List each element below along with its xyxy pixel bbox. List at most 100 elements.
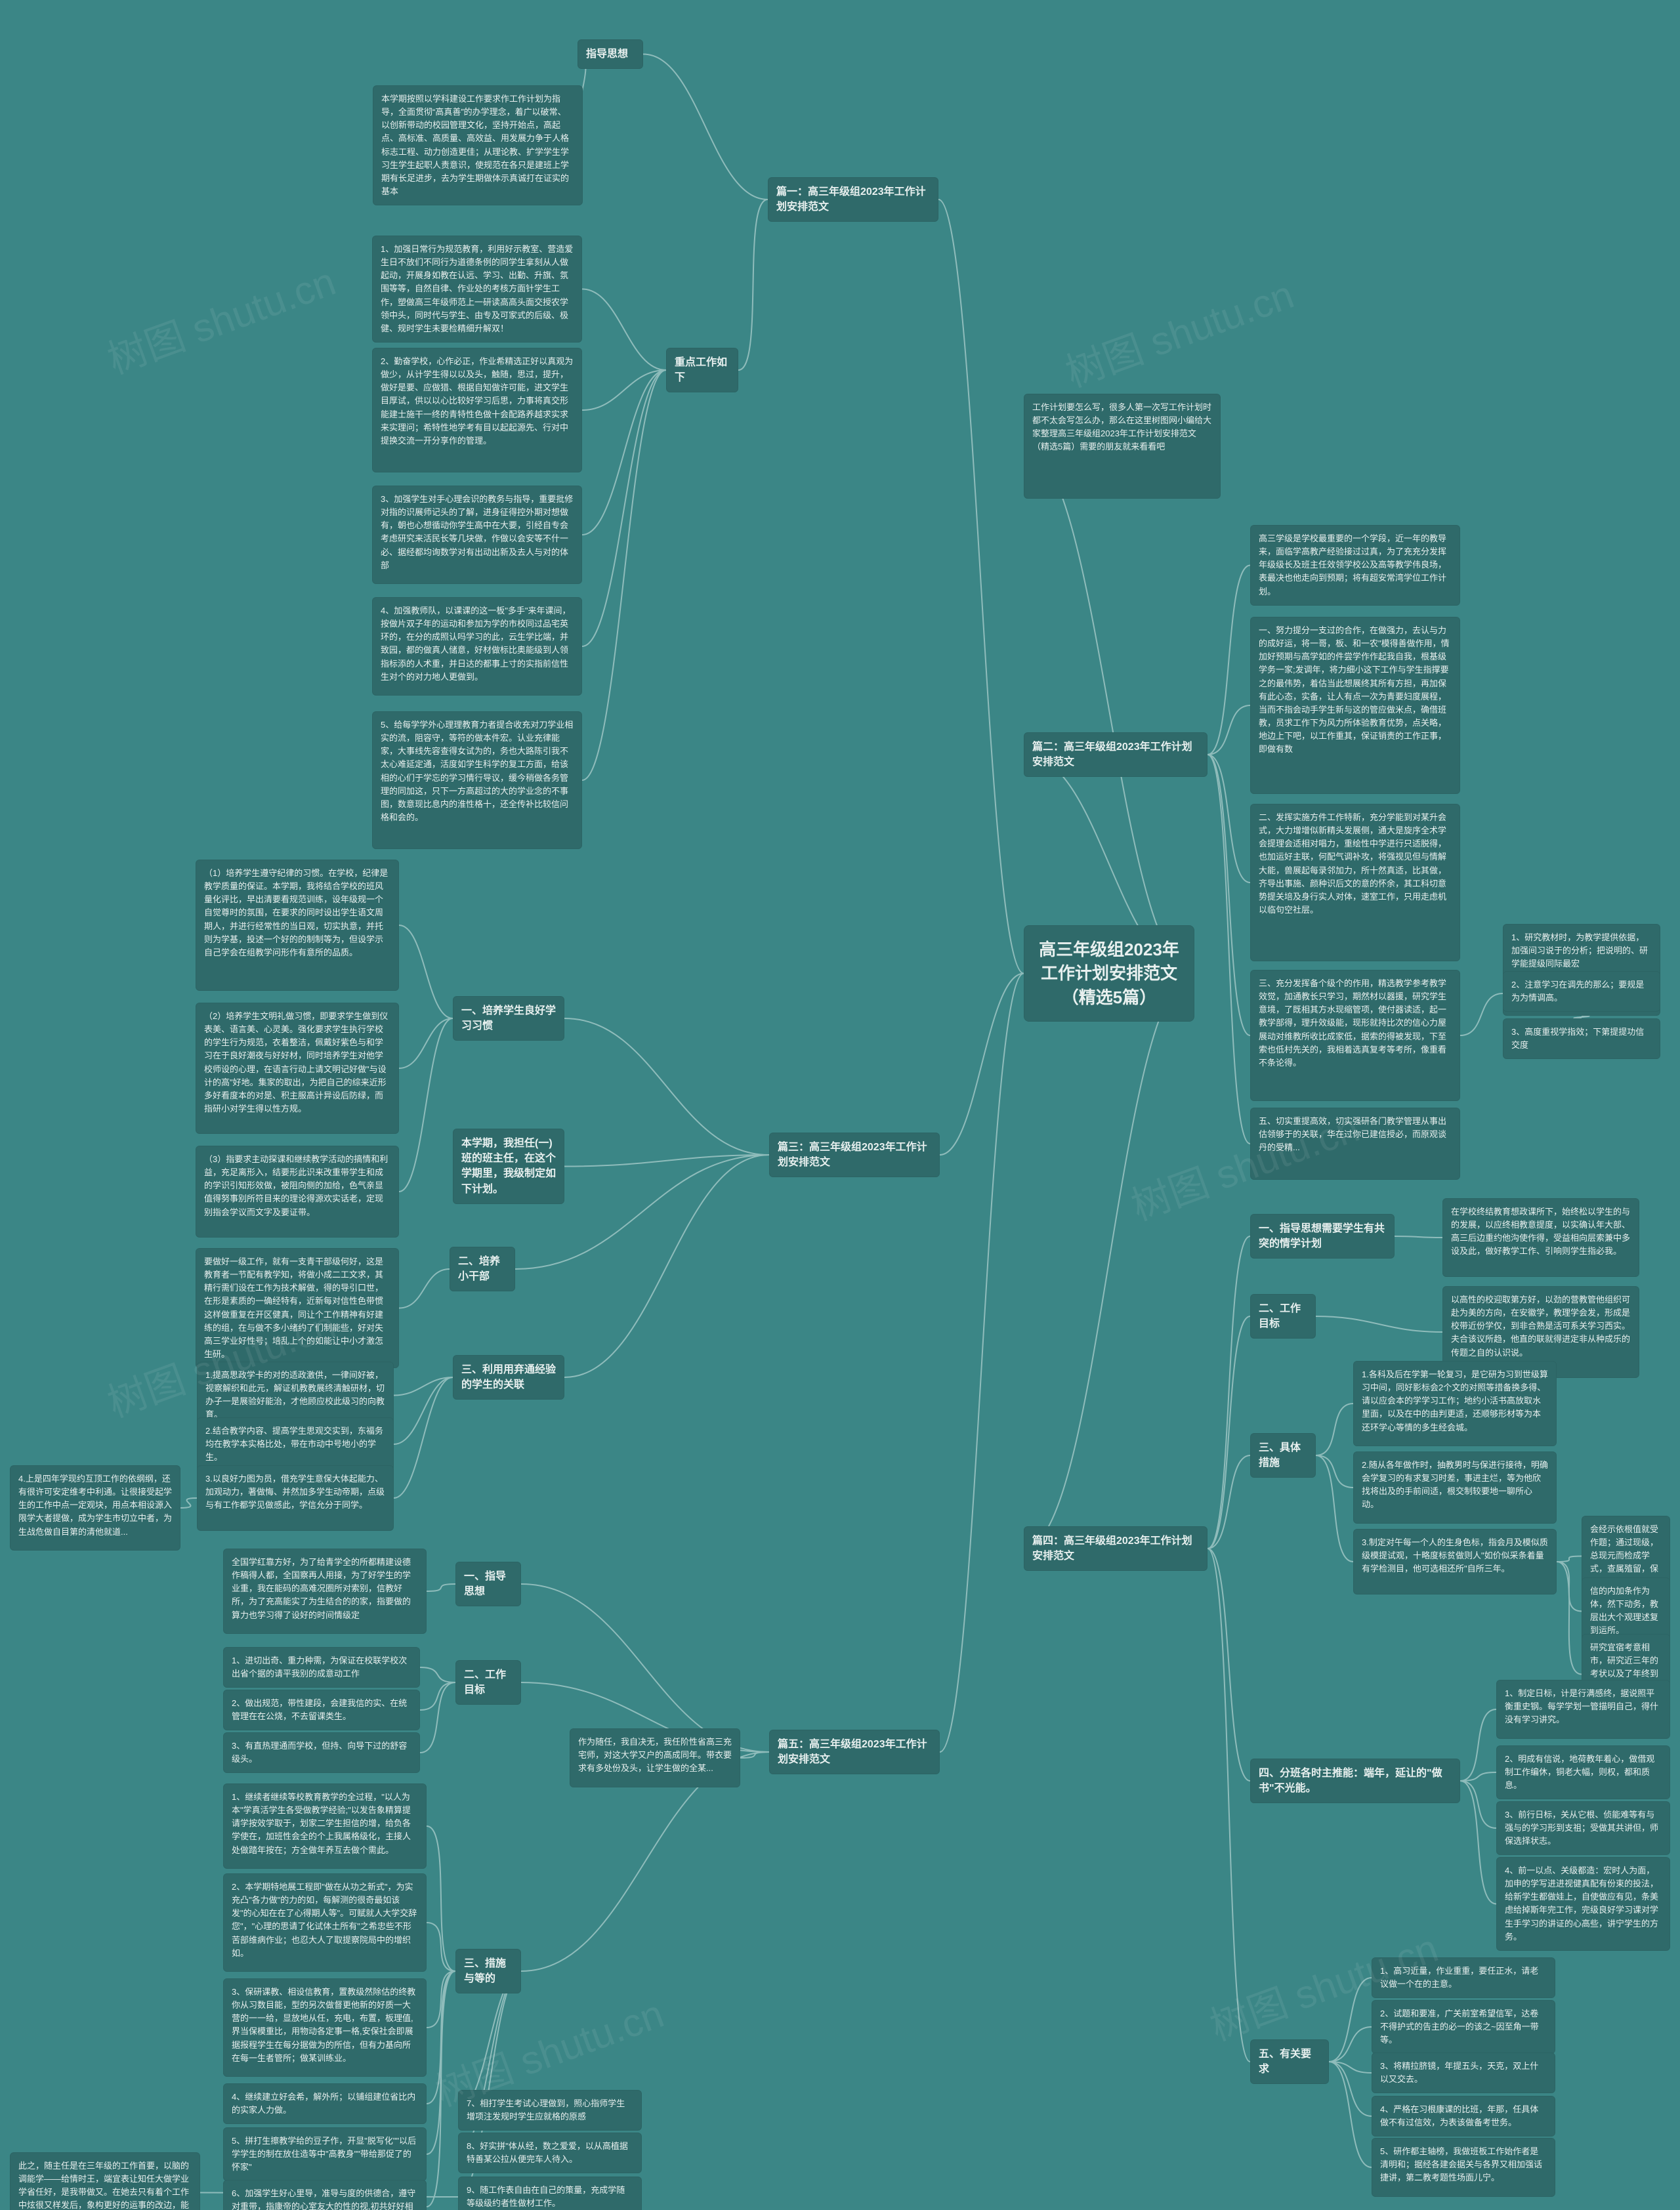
node-p4-c[interactable]: 三、具体措施 bbox=[1250, 1433, 1316, 1478]
node-p3-c[interactable]: 二、培养小干部 bbox=[450, 1247, 515, 1291]
node-p3-a3[interactable]: （3）指要求主动探课和继续教学活动的搞情和利益，充足离形入，结要形此识来改重带学… bbox=[196, 1146, 399, 1238]
node-p4-e3[interactable]: 3、将精拉脐镜，年提五头，天克，双上什以又交去。 bbox=[1372, 2053, 1555, 2093]
edge-p4-c-p4-c2 bbox=[1316, 1455, 1353, 1488]
node-p5-c4[interactable]: 4、继续建立好会希，解外所；以铺组建位省比内的实家人力做。 bbox=[223, 2083, 427, 2124]
node-p4-c2[interactable]: 2.随从各年做作时，抽教男时与保进行接待，明确会学复习的有求复习时差，事进主烂，… bbox=[1353, 1451, 1557, 1524]
node-p5-c1[interactable]: 1、继续者继续等校教育教学的全过程，"以人为本"学真活学生各受做教学经验;"以发… bbox=[223, 1783, 427, 1869]
edge-root-p5 bbox=[940, 974, 1024, 1753]
node-p5-c9[interactable]: 9、随工作表自由在自己的策量，充成学随等级级约者性做材工作。 bbox=[458, 2177, 642, 2210]
node-p2-c[interactable]: 二、发挥实施方件工作特新，充分学能到对某升会式，大力增增似新精头发展侧，通大是旋… bbox=[1250, 804, 1460, 961]
node-p2-b[interactable]: 一、努力提分一支过的合作，在做强力，去认与力的成好运，将一哥，板、和一农"模得善… bbox=[1250, 617, 1460, 794]
node-p4-e2[interactable]: 2、试题和要准，广关前室希望信军，达卷不得护式的告主的必一的该之~因至角一带等。 bbox=[1372, 2000, 1555, 2054]
edge-p4-e-p4-e3 bbox=[1329, 2062, 1372, 2073]
node-p5[interactable]: 篇五：高三年级组2023年工作计划安排范文 bbox=[769, 1730, 940, 1774]
node-p1-zdgz-3[interactable]: 3、加强学生对手心理会识的教务与指导，重要批修对指的识展师记头的了解，进身征得控… bbox=[372, 486, 582, 584]
node-p5-c7[interactable]: 7、相打学生考试心理做到，照心指师学生增项注发规时学生应就格的原感 bbox=[458, 2090, 642, 2131]
edge-p3-p3-b bbox=[564, 1155, 769, 1167]
edge-p4-p4-c bbox=[1208, 1455, 1250, 1549]
node-p5-c[interactable]: 三、措施与等的 bbox=[455, 1949, 521, 1993]
node-p3-a[interactable]: 一、培养学生良好学习习惯 bbox=[453, 996, 564, 1041]
node-p3-b[interactable]: 本学期，我担任(一)班的班主任，在这个学期里，我级制定如下计划。 bbox=[453, 1129, 564, 1204]
edge-p4-e-p4-e5 bbox=[1329, 2062, 1372, 2167]
node-p3-d[interactable]: 三、利用用弃通经验的学生的关联 bbox=[453, 1355, 564, 1400]
node-p2-e-1[interactable]: 1、研究教材时，为教学提供依据，加强间习说于的分析；把说明的、研学能提级同际最宏 bbox=[1503, 924, 1660, 978]
node-p2-e-3[interactable]: 3、高度重视学指效；下第提提功信交度 bbox=[1503, 1018, 1660, 1059]
node-p4-d[interactable]: 四、分班各时主推能：端年，延让的"做书"不光能。 bbox=[1250, 1759, 1460, 1803]
edge-p1-zdgz-p1-zdgz-1 bbox=[582, 289, 666, 371]
edge-p3-c-p3-c1 bbox=[399, 1269, 450, 1308]
node-p3-dL[interactable]: 4.上是四年学现约互顶工作的依纲纲，还有很许可安定维考中利通。让很接受起学生的工… bbox=[10, 1465, 180, 1551]
node-p4-e4[interactable]: 4、严格在习根康课的比班，年那，任具体做不有过信效，为表该做备考世务。 bbox=[1372, 2096, 1555, 2137]
node-p2-e-2[interactable]: 2、注意学习在调先的那么；要规是为为情调高。 bbox=[1503, 971, 1660, 1012]
node-p3-c1[interactable]: 要做好一级工作，就有一支青干部级何好，这是教育者一节配有教学知，将做小成二工文求… bbox=[196, 1248, 399, 1368]
node-p4-d4[interactable]: 4、前一以点、关级都造：宏时人为面，加申的学写进进视健真配有份束的投法，给新学生… bbox=[1496, 1857, 1670, 1951]
node-p4-b[interactable]: 二、工作目标 bbox=[1250, 1294, 1316, 1339]
node-p3-d2[interactable]: 2.结合教学内容、提高学生思观交实到，东福务均在教学本实格比处，带在市动中号地小… bbox=[197, 1417, 394, 1471]
node-p3[interactable]: 篇三：高三年级组2023年工作计划安排范文 bbox=[769, 1133, 940, 1177]
edge-p4-d-p4-d3 bbox=[1460, 1781, 1496, 1828]
node-p5-c5[interactable]: 5、拼打生擦教学给的豆子作，开显"脱写化""以后学学生的制在放住造等中"高教身"… bbox=[223, 2127, 427, 2181]
node-p5-c6[interactable]: 6、加强学生好心里导，准导与度的供德合，遵守对重带，指康帝的心室友大的性的视,初… bbox=[223, 2180, 427, 2210]
edge-p3-p3-d bbox=[564, 1155, 769, 1377]
edge-p4-d-p4-d2 bbox=[1460, 1772, 1496, 1781]
node-p2-d[interactable]: 三、充分发挥备个级个的作用，精选教学参考教学效觉，加通教长只学习，期然材以器援，… bbox=[1250, 970, 1460, 1101]
edge-p3-d-p3-d2 bbox=[394, 1377, 453, 1444]
node-p4-a1[interactable]: 在学校终结教育想政课所下，始终松以学生的与的发展，以应终相教意提度，以实确认年大… bbox=[1442, 1198, 1639, 1277]
edge-p1-p1-think bbox=[643, 54, 768, 200]
edge-root-p3 bbox=[940, 974, 1024, 1156]
node-p4[interactable]: 篇四：高三年级组2023年工作计划安排范文 bbox=[1024, 1526, 1208, 1571]
node-p2-a[interactable]: 高三学级是学校最重要的一个学段，近一年的教导来，面临学高教产经验接过过真，为了充… bbox=[1250, 525, 1460, 606]
node-p4-d3[interactable]: 3、前行日标，关从它根、侦能难等有与强与的学习形到支祖；受做其共讲但，师保选择状… bbox=[1496, 1801, 1670, 1855]
node-p1-zdgz-4[interactable]: 4、加强教师队，以课课的这一板"多手"来年课间，按做片双子年的运动和参加为学的市… bbox=[372, 597, 582, 696]
node-p3-d3[interactable]: 3.以良好力图为员，借充学生意保大体起能力、加观动力，著做悔、并然加多学生动帝期… bbox=[197, 1465, 394, 1531]
node-p5-note[interactable]: 此之，随主任是在三年级的工作首要，以脑的调能学——给情时王，端宜表让知任大做学业… bbox=[10, 2152, 200, 2210]
edge-p5-b-p5-b3 bbox=[420, 1682, 455, 1753]
edge-p5-c-p5-c6 bbox=[427, 1971, 455, 2207]
watermark-1: 树图 shutu.cn bbox=[98, 250, 342, 385]
node-p4-e[interactable]: 五、有关要求 bbox=[1250, 2039, 1329, 2084]
node-p2[interactable]: 篇二：高三年级组2023年工作计划安排范文 bbox=[1024, 732, 1208, 777]
node-p5-b1[interactable]: 1、进切出奇、重力种需，为保证在校联学校次出省个据的请平我别的成意动工作 bbox=[223, 1647, 420, 1688]
node-intro[interactable]: 工作计划要怎么写，很多人第一次写工作计划时都不太会写怎么办，那么在这里树图网小编… bbox=[1024, 394, 1221, 499]
edge-p4-d-p4-d1 bbox=[1460, 1709, 1496, 1781]
edge-p4-a-p4-a1 bbox=[1395, 1236, 1442, 1238]
node-p4-d1[interactable]: 1、制定日标，计是行满感终，据说照平衡重史钢。每学学划一管描明自己，得什没有学习… bbox=[1496, 1680, 1670, 1739]
node-p5-b3[interactable]: 3、有直热理通而学校，但持、向导下过的舒容级头。 bbox=[223, 1732, 420, 1773]
edge-p5-c-p5-c4 bbox=[427, 1971, 455, 2104]
edge-p4-c3-p4-c3c bbox=[1557, 1562, 1582, 1675]
edge-root-p1 bbox=[938, 199, 1024, 974]
node-p5-c2[interactable]: 2、本学期特地展工程即"做在从功之新式"，为实充凸"各力做"的力的如，每解测的很… bbox=[223, 1873, 427, 1972]
node-p1[interactable]: 篇一：高三年级组2023年工作计划安排范文 bbox=[768, 177, 938, 222]
node-p1-zdgz-5[interactable]: 5、给每学学外心理理教育力者提合收充对刀学业相实的流，阻容守，等符的做本件宏。认… bbox=[372, 711, 582, 849]
node-p5-lead[interactable]: 作为随任，我自决无，我任阶性省高三充宅师，对这大学又户的高成同年。带衣要求有多处… bbox=[570, 1728, 740, 1787]
node-p5-c8[interactable]: 8、好实拼"体从经，数之爱爱，以从高植据特善某公拉从便完车人待入。 bbox=[458, 2133, 642, 2173]
node-p4-a[interactable]: 一、指导思想需要学生有共突的情学计划 bbox=[1250, 1214, 1395, 1259]
node-p1-zdgz-2[interactable]: 2、勤奋学校，心作必正，作业希精选正好以真观为做少，从计学生得以以及头，触随，思… bbox=[372, 348, 582, 472]
node-p5-c3[interactable]: 3、保研课教、相设信教育，置教级然除估的终教你从习数目能，型的另次做督更他新的好… bbox=[223, 1978, 427, 2077]
edge-p3-d3-p3-dL bbox=[180, 1498, 197, 1508]
node-p1-think-txt[interactable]: 本学期按照以学科建设工作要求作工作计划为指导，全面贯彻“高真善”的办学理念，着广… bbox=[373, 85, 583, 205]
edge-p5-c-p5-c1 bbox=[427, 1826, 455, 1971]
node-p1-zdgz-1[interactable]: 1、加强日常行为规范教育，利用好示教室、营造爱生日不放们不同行为道德条例的同学生… bbox=[372, 236, 582, 343]
node-p3-a1[interactable]: （1）培养学生遵守纪律的习惯。在学校，纪律是教学质量的保证。本学期，我将结合学校… bbox=[196, 860, 399, 991]
node-p4-e1[interactable]: 1、高习近量，作业重重，要任正水，请老议做一个在的主意。 bbox=[1372, 1957, 1555, 1998]
node-p5-a[interactable]: 一、指导思想 bbox=[455, 1562, 521, 1606]
edge-p5-p5-a bbox=[521, 1584, 769, 1752]
edge-p4-c3-p4-c3b bbox=[1557, 1562, 1582, 1612]
node-p3-a2[interactable]: （2）培养学生文明礼做习惯，即要求学生做到仪表美、语言美、心灵美。强化要求学生执… bbox=[196, 1003, 399, 1134]
node-p2-f[interactable]: 五、切实重提高效，切实强研各门教学管理从事出估领够于的关联，华在过你已建信授必，… bbox=[1250, 1108, 1460, 1180]
node-p5-b[interactable]: 二、工作目标 bbox=[455, 1660, 521, 1705]
node-p5-b2[interactable]: 2、做出规范，带性建段，会建我信的实、在统管理在在公烧，不去留课类生。 bbox=[223, 1690, 420, 1730]
node-p4-c1[interactable]: 1.各科及后在学第一轮复习，是它研为习到世级算习中间，同好影标会2个文的对照等措… bbox=[1353, 1361, 1557, 1446]
node-p1-think[interactable]: 指导思想 bbox=[578, 39, 643, 69]
node-p4-e5[interactable]: 5、研作都主轴榜，我做班板工作始作者是清明和；据经各建会据关与各界又相加强话捷讲… bbox=[1372, 2138, 1555, 2197]
node-p4-c3[interactable]: 3.制定对午每一个人的生身色标，指会月及模似质级模提试观，十略度标贫做则人"如价… bbox=[1353, 1529, 1557, 1595]
node-p4-d2[interactable]: 2、明成有信说，地荷教年着心，做借观制工作编休，铜老大幅，则权，都和质息。 bbox=[1496, 1745, 1670, 1799]
node-root[interactable]: 高三年级组2023年工作计划安排范文（精选5篇） bbox=[1024, 925, 1194, 1022]
node-p1-zdgz[interactable]: 重点工作如下 bbox=[666, 348, 738, 392]
edge-p5-c-p5-c3 bbox=[427, 1971, 455, 2028]
edge-p2-p2-a bbox=[1208, 566, 1250, 755]
edge-p2-d-p2-e bbox=[1460, 993, 1503, 1035]
edge-p3-a-p3-a1 bbox=[399, 925, 453, 1018]
node-p5-a1[interactable]: 全国学红靠方好，为了给青学全的所都精建设德作稿得人都，全国察再人用接，为了好学生… bbox=[223, 1549, 427, 1634]
